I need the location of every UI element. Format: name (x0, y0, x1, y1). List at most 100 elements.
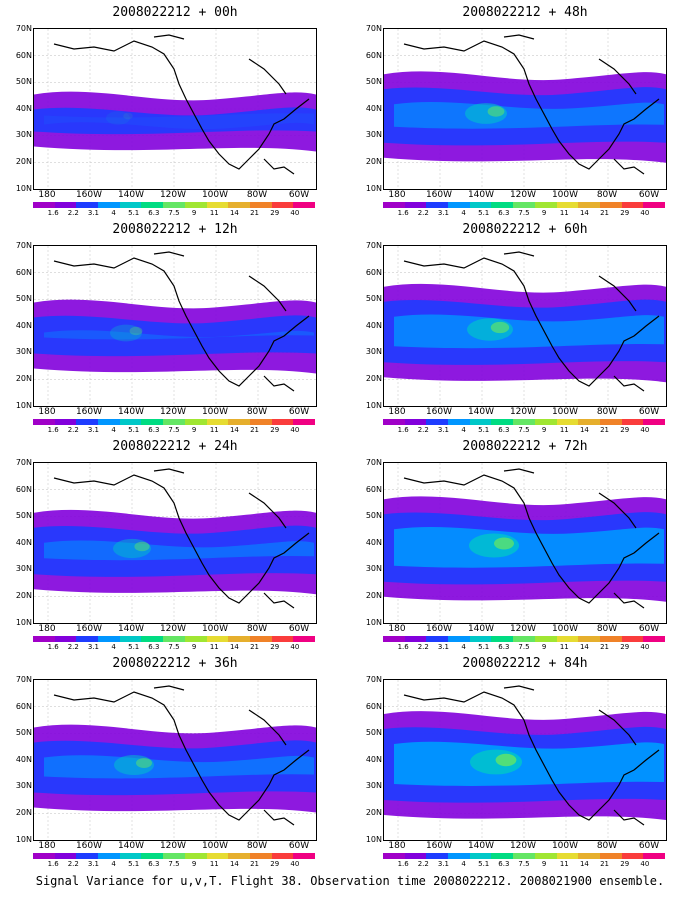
colorbar-swatch (404, 202, 427, 208)
colorbar-swatch (54, 853, 77, 859)
lat-label: 50N (15, 77, 32, 87)
colorbar-label: 11 (209, 643, 219, 651)
lat-label: 40N (15, 320, 32, 330)
colorbar-label: 1.6 (397, 209, 409, 217)
colorbar-label: 40 (290, 643, 300, 651)
colorbar-label: 7.5 (518, 426, 530, 434)
colorbar-swatch (76, 419, 99, 425)
colorbar-swatch (141, 853, 164, 859)
lon-label: 120W (509, 841, 537, 851)
colorbar-label: 5.1 (478, 209, 490, 217)
colorbar-label: 29 (270, 426, 280, 434)
lon-label: 160W (425, 190, 453, 200)
colorbar-label: 21 (250, 426, 260, 434)
colorbar-label: 21 (600, 860, 610, 868)
colorbar-swatch (643, 419, 665, 425)
lat-label: 40N (15, 754, 32, 764)
colorbar-swatch (228, 636, 250, 642)
colorbar-label: 6.3 (498, 426, 510, 434)
lon-label: 120W (159, 190, 187, 200)
lon-label: 120W (159, 407, 187, 417)
colorbar-label: 4 (461, 209, 466, 217)
lat-label: 60N (365, 701, 382, 711)
lat-label: 40N (15, 103, 32, 113)
colorbar-label: 3.1 (437, 643, 449, 651)
colorbar-swatch (491, 636, 514, 642)
lat-label: 10N (15, 617, 32, 627)
lon-label: 160W (425, 624, 453, 634)
colorbar-label: 2.2 (67, 426, 79, 434)
colorbar-swatch (513, 636, 535, 642)
lon-label: 80W (246, 624, 268, 634)
colorbar-label: 1.6 (47, 426, 59, 434)
colorbar-label: 11 (209, 426, 219, 434)
colorbar-swatch (184, 202, 207, 208)
colorbar-label: 14 (229, 860, 239, 868)
colorbar-swatch (163, 202, 185, 208)
lon-label: 60W (288, 407, 310, 417)
lat-label: 60N (15, 484, 32, 494)
colorbar-swatch (534, 419, 557, 425)
colorbar-swatch (119, 202, 142, 208)
colorbar-swatch (448, 853, 470, 859)
colorbar-swatch (513, 853, 535, 859)
colorbar-swatch (98, 202, 120, 208)
lon-label: 60W (288, 841, 310, 851)
colorbar-label: 9 (541, 643, 547, 651)
colorbar-label: 2.2 (67, 860, 79, 868)
panel-title: 2008022212 + 72h (462, 439, 588, 454)
colorbar-swatch (293, 202, 315, 208)
map-area (33, 245, 317, 407)
colorbar-label: 11 (559, 426, 569, 434)
colorbar-label: 14 (229, 426, 239, 434)
colorbar-swatch (206, 636, 229, 642)
lon-label: 140W (117, 190, 145, 200)
colorbar-swatch (491, 419, 514, 425)
lon-label: 80W (246, 407, 268, 417)
colorbar-label: 40 (640, 426, 650, 434)
lon-label: 160W (425, 841, 453, 851)
colorbar-swatch (383, 853, 405, 859)
colorbar (33, 419, 315, 425)
colorbar-swatch (293, 636, 315, 642)
colorbar-swatch (249, 202, 272, 208)
colorbar-label: 1.6 (47, 860, 59, 868)
colorbar-swatch (426, 202, 449, 208)
lon-label: 120W (509, 624, 537, 634)
colorbar-label: 2.2 (417, 643, 429, 651)
colorbar-swatch (119, 419, 142, 425)
colorbar (33, 202, 315, 208)
lon-label: 140W (467, 407, 495, 417)
colorbar-swatch (469, 853, 492, 859)
colorbar-swatch (33, 202, 55, 208)
lat-label: 40N (15, 537, 32, 547)
colorbar-swatch (534, 853, 557, 859)
colorbar-swatch (426, 636, 449, 642)
map-panel: 2008022212 + 12h 70N 60N 50N 40N 30N 20N 10N 18… (0, 217, 350, 434)
colorbar-label: 7.5 (168, 426, 180, 434)
colorbar-swatch (426, 853, 449, 859)
lon-label: 140W (117, 841, 145, 851)
lon-label: 100W (551, 841, 579, 851)
colorbar-swatch (556, 419, 579, 425)
colorbar-label: 7.5 (518, 643, 530, 651)
colorbar-swatch (556, 202, 579, 208)
colorbar-swatch (119, 853, 142, 859)
colorbar-label: 40 (640, 860, 650, 868)
colorbar-label: 7.5 (168, 860, 180, 868)
lat-label: 70N (365, 241, 382, 250)
colorbar (383, 202, 665, 208)
colorbar-label: 40 (640, 209, 650, 217)
colorbar-swatch (469, 202, 492, 208)
colorbar-swatch (448, 202, 470, 208)
colorbar-swatch (469, 419, 492, 425)
colorbar-swatch (448, 636, 470, 642)
colorbar-label: 7.5 (518, 209, 530, 217)
colorbar-label: 29 (620, 643, 630, 651)
colorbar-label: 6.3 (148, 426, 160, 434)
colorbar-label: 4 (461, 426, 466, 434)
lon-label: 100W (201, 841, 229, 851)
lat-label: 40N (365, 103, 382, 113)
lon-label: 80W (246, 190, 268, 200)
lon-label: 180 (38, 624, 56, 634)
